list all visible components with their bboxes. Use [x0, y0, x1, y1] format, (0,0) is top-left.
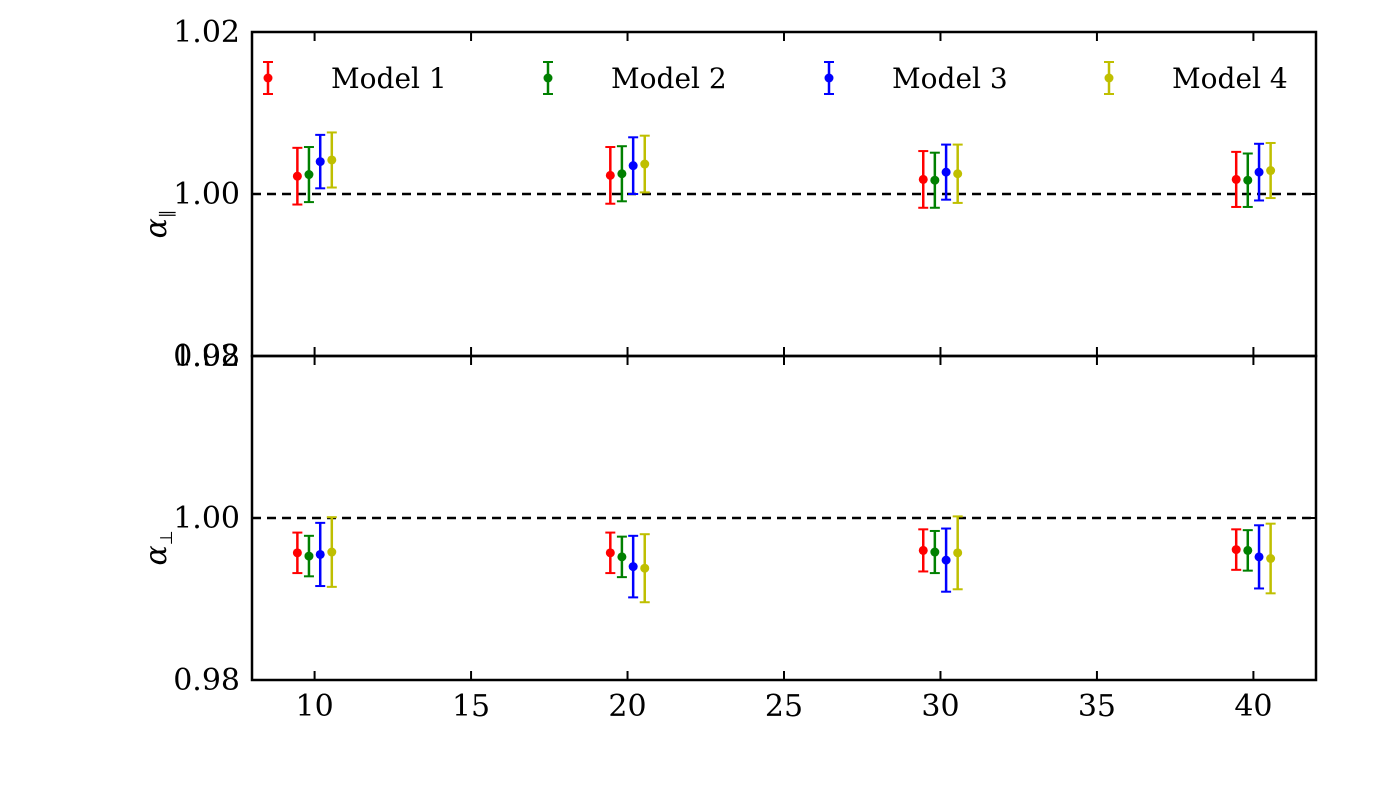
data-point — [1231, 174, 1241, 184]
data-point — [1266, 554, 1276, 563]
x-tick-label: 30 — [921, 689, 959, 724]
error-bar-point — [1254, 142, 1265, 202]
data-point — [1266, 166, 1276, 176]
data-point — [918, 545, 928, 555]
legend-item: Model 1 — [263, 61, 447, 95]
y-tick-label: 1.00 — [173, 177, 240, 212]
y-axis-label: α∥ — [139, 210, 177, 239]
error-bar-point — [1242, 529, 1253, 572]
data-point — [640, 563, 650, 573]
error-bar-point — [918, 150, 929, 209]
error-bar-point — [929, 151, 940, 209]
data-point — [1231, 545, 1241, 555]
data-point — [315, 157, 325, 167]
alpha-parallel-panel: 0.98 1.00 1.02 α∥ — [139, 15, 1318, 374]
data-point — [930, 547, 940, 557]
legend-item: Model 3 — [824, 61, 1008, 95]
error-bar-point — [605, 531, 616, 575]
y-tick-label: 1.02 — [173, 339, 240, 374]
x-axis-tick-labels: 10 15 20 25 30 35 40 — [295, 689, 1272, 724]
error-bar-point — [628, 534, 639, 599]
error-bar-point — [616, 535, 627, 579]
error-bar-point — [1265, 522, 1276, 595]
legend-marker-point — [824, 73, 834, 83]
error-bar-point — [639, 533, 650, 604]
legend: Model 1 Model 2 Model 3 Model 4 — [263, 61, 1288, 95]
error-bar-point — [1231, 150, 1242, 208]
legend-marker-point — [543, 73, 553, 83]
legend-label: Model 1 — [331, 62, 447, 95]
legend-marker-point — [263, 73, 273, 83]
error-bar-point — [941, 143, 952, 201]
data-point — [292, 171, 302, 181]
error-bar-point — [303, 534, 314, 578]
legend-marker-point — [1104, 73, 1114, 83]
data-point — [1254, 552, 1264, 562]
error-bar-point — [605, 146, 616, 205]
data-point — [315, 549, 325, 559]
data-point — [953, 548, 963, 558]
x-tick-label: 10 — [295, 689, 333, 724]
data-point — [304, 170, 314, 180]
data-point — [930, 175, 940, 185]
data-point — [304, 551, 314, 561]
error-bar-point — [326, 131, 337, 189]
data-point — [605, 548, 615, 558]
error-bar-point — [639, 134, 650, 194]
error-bar-point — [1231, 528, 1242, 571]
legend-item: Model 2 — [543, 61, 727, 95]
x-tick-label: 35 — [1078, 689, 1116, 724]
data-point — [327, 155, 337, 165]
error-bar-point — [929, 529, 940, 575]
data-point — [640, 159, 650, 169]
error-bar-point — [315, 133, 326, 190]
y-axis-label: α⊥ — [139, 530, 177, 565]
data-point — [1243, 175, 1253, 185]
error-bar-point — [628, 136, 639, 195]
error-bar-point — [616, 145, 627, 203]
data-point — [953, 169, 963, 179]
data-point — [941, 555, 951, 565]
x-tick-label: 20 — [608, 689, 646, 724]
error-bar-point — [292, 531, 303, 575]
error-bar-point — [292, 146, 303, 206]
error-bar-point — [315, 521, 326, 588]
error-bar-point — [303, 146, 314, 204]
data-point — [1254, 167, 1264, 177]
legend-item: Model 4 — [1104, 61, 1288, 95]
legend-label: Model 4 — [1172, 62, 1288, 95]
error-bar-point — [1242, 152, 1253, 208]
error-bar-point — [918, 528, 929, 573]
error-bar-point — [952, 143, 963, 204]
data-point — [292, 548, 302, 558]
data-point — [1243, 545, 1253, 555]
data-point — [617, 169, 627, 179]
x-tick-label: 25 — [765, 689, 803, 724]
y-tick-label: 0.98 — [173, 339, 240, 374]
error-bar-point — [326, 516, 337, 588]
error-bar-point — [941, 527, 952, 593]
data-point — [628, 562, 638, 572]
error-bar-point — [1265, 141, 1276, 200]
y-tick-label: 1.00 — [173, 501, 240, 536]
error-bar-point — [1254, 524, 1265, 590]
alpha-perp-panel: 0.98 1.00 1.02 α⊥ — [139, 339, 1318, 698]
x-tick-label: 15 — [452, 689, 490, 724]
legend-label: Model 2 — [611, 62, 727, 95]
data-point — [628, 161, 638, 171]
y-tick-label: 0.98 — [173, 663, 240, 698]
data-point — [617, 552, 627, 562]
legend-label: Model 3 — [892, 62, 1008, 95]
data-point — [918, 174, 928, 184]
y-tick-label: 1.02 — [173, 15, 240, 50]
data-point — [327, 547, 337, 557]
data-point — [605, 170, 615, 180]
data-point — [941, 167, 951, 177]
x-tick-label: 40 — [1234, 689, 1272, 724]
error-bar-point — [952, 515, 963, 591]
